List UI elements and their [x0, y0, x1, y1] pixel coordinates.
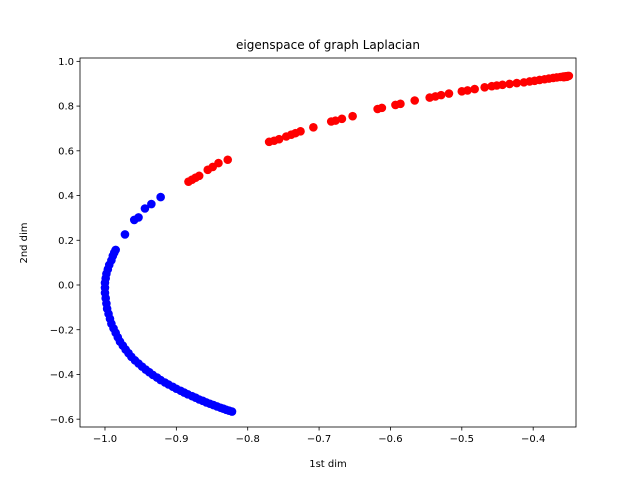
data-point [444, 89, 454, 98]
y-tick-label: −0.2 [50, 325, 74, 336]
plot-area [100, 71, 574, 416]
x-tick-label: −0.7 [307, 434, 331, 445]
y-tick-label: 0.8 [58, 102, 74, 113]
x-tick-label: −0.6 [378, 434, 402, 445]
chart-title: eigenspace of graph Laplacian [236, 38, 420, 52]
data-point [470, 84, 479, 94]
y-tick-label: 0.4 [58, 191, 74, 202]
data-point [214, 158, 223, 168]
data-point [463, 86, 472, 95]
y-tick-label: 0.2 [58, 236, 74, 247]
axes: −1.0 −0.9 −0.8 −0.7 −0.6 −0.5 −0.4 −0.6 −0.4 −0.2… [50, 57, 577, 445]
data-point [505, 79, 514, 89]
data-point [274, 134, 284, 144]
data-point [480, 83, 489, 92]
data-point [348, 111, 357, 121]
plot-frame [79, 57, 577, 428]
data-point [410, 96, 420, 105]
data-point [296, 127, 305, 136]
data-point [140, 204, 150, 213]
y-axis-title: 2nd dim [19, 222, 30, 263]
data-point [309, 123, 318, 132]
y-tick-label: 1.0 [58, 57, 74, 68]
x-tick-label: −0.8 [236, 434, 260, 445]
data-point [223, 155, 233, 165]
data-point [194, 171, 204, 181]
y-tick-label: −0.6 [50, 415, 74, 426]
x-tick-label: −1.0 [93, 434, 117, 445]
data-point [377, 103, 387, 113]
data-point [436, 90, 446, 100]
data-point [512, 78, 522, 88]
data-point [498, 80, 507, 90]
x-tick-label: −0.5 [450, 434, 474, 445]
data-point [147, 199, 156, 209]
data-point [396, 99, 405, 109]
data-point [337, 114, 347, 124]
x-tick-label: −0.4 [521, 434, 545, 445]
data-point [134, 213, 143, 222]
y-tick-label: −0.4 [50, 370, 74, 381]
y-tick-label: 0.0 [58, 281, 74, 292]
x-axis-title: 1st dim [309, 459, 347, 470]
data-point [111, 245, 120, 255]
x-tick-label: −0.9 [164, 434, 188, 445]
data-point [120, 230, 130, 239]
data-point [559, 72, 569, 82]
data-point [156, 192, 165, 202]
y-tick-label: 0.6 [58, 146, 74, 157]
